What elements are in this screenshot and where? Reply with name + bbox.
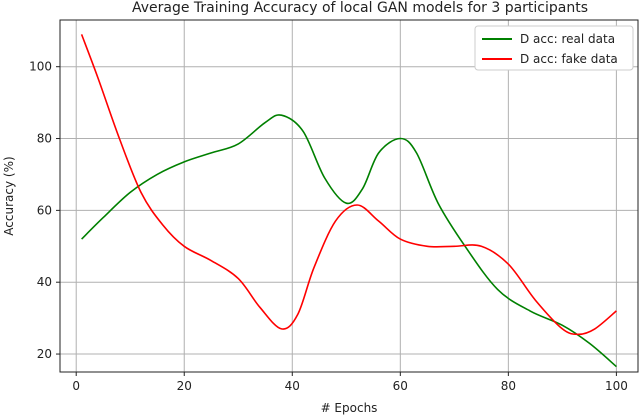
y-tick-label: 20	[37, 347, 52, 361]
plot-area	[60, 20, 638, 372]
chart-title: Average Training Accuracy of local GAN m…	[132, 0, 588, 16]
x-tick-label: 40	[285, 379, 300, 393]
y-tick-label: 100	[29, 60, 52, 74]
y-tick-label: 80	[37, 132, 52, 146]
x-tick-label: 0	[72, 379, 80, 393]
plot-frame	[59, 19, 639, 373]
x-tick-label: 100	[605, 379, 628, 393]
y-axis-label: Accuracy (%)	[2, 156, 16, 235]
y-axis: 20 40 60 80 100	[29, 60, 60, 361]
x-tick-label: 60	[393, 379, 408, 393]
legend-label-fake: D acc: fake data	[520, 52, 618, 66]
legend-box	[474, 25, 634, 71]
y-tick-label: 40	[37, 275, 52, 289]
x-axis: 0 20 40 60 80 100	[72, 372, 628, 393]
series-line-real-data	[81, 114, 617, 368]
x-tick-label: 20	[177, 379, 192, 393]
series-layer	[80, 34, 617, 368]
legend-label-real: D acc: real data	[520, 32, 615, 46]
series-line-fake-data	[80, 34, 617, 336]
legend: D acc: real data D acc: fake data	[474, 25, 634, 71]
x-tick-label: 80	[501, 379, 516, 393]
x-axis-label: # Epochs	[321, 401, 378, 415]
y-tick-label: 60	[37, 203, 52, 217]
